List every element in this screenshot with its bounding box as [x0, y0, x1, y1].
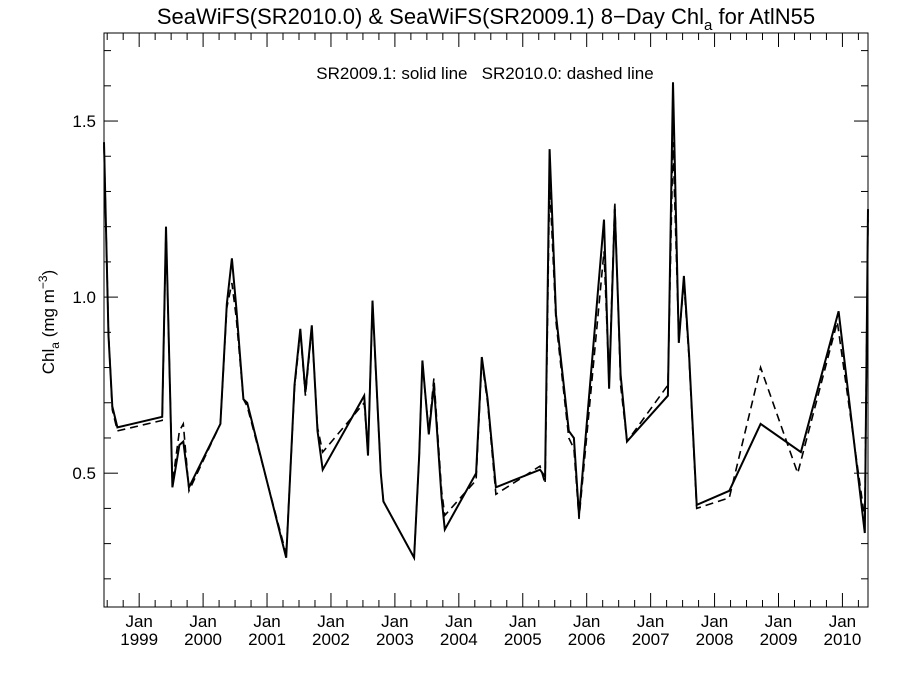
x-tick-label-year: 2005: [504, 630, 542, 649]
x-tick-label-month: Jan: [381, 612, 408, 631]
y-axis-label: Chla (mg m−3): [36, 270, 62, 374]
y-tick-label: 1.5: [72, 112, 96, 131]
y-axis-label-superscript: −3: [36, 275, 50, 289]
x-tick-label-month: Jan: [765, 612, 792, 631]
x-tick-label-year: 2007: [632, 630, 670, 649]
series-line-sr2009-1: [103, 82, 869, 562]
y-tick-label: 1.0: [72, 288, 96, 307]
x-tick-label-month: Jan: [253, 612, 280, 631]
x-tick-label-year: 2008: [696, 630, 734, 649]
x-tick-label-year: 1999: [120, 630, 158, 649]
x-tick-label-month: Jan: [445, 612, 472, 631]
x-tick-label-year: 2010: [824, 630, 862, 649]
x-tick-label-year: 2000: [184, 630, 222, 649]
x-tick-label-month: Jan: [573, 612, 600, 631]
plot-frame: [103, 32, 869, 608]
x-axis-ticks: Jan1999Jan2000Jan2001Jan2002Jan2003Jan20…: [106, 33, 862, 649]
x-tick-label-month: Jan: [829, 612, 856, 631]
y-axis-label-unit-suffix: ): [39, 270, 58, 276]
chart-title-suffix: for AtlN55: [712, 4, 815, 29]
chart-title-subscript: a: [704, 17, 713, 34]
y-axis-label-unit-prefix: (mg m: [39, 289, 58, 342]
chart-title-prefix: SeaWiFS(SR2010.0) & SeaWiFS(SR2009.1) 8−…: [157, 4, 704, 29]
x-tick-label-year: 2006: [568, 630, 606, 649]
x-tick-label-month: Jan: [189, 612, 216, 631]
y-tick-label: 0.5: [72, 464, 96, 483]
plot-border: [103, 32, 869, 608]
x-tick-label-year: 2009: [760, 630, 798, 649]
x-tick-label-month: Jan: [637, 612, 664, 631]
x-tick-label-year: 2002: [312, 630, 350, 649]
y-axis-ticks: 0.5 1.0 1.5: [72, 50, 868, 580]
x-tick-label-month: Jan: [317, 612, 344, 631]
x-tick-label-year: 2004: [440, 630, 478, 649]
legend-note: SR2009.1: solid line SR2010.0: dashed li…: [316, 64, 653, 83]
y-axis-label-prefix: Chl: [39, 349, 58, 375]
x-tick-label-month: Jan: [125, 612, 152, 631]
chart-title: SeaWiFS(SR2010.0) & SeaWiFS(SR2009.1) 8−…: [157, 4, 815, 34]
x-tick-label-year: 2001: [248, 630, 286, 649]
x-tick-label-year: 2003: [376, 630, 414, 649]
series-layer: [103, 82, 869, 562]
y-axis-label-subscript: a: [48, 342, 62, 349]
x-tick-label-month: Jan: [701, 612, 728, 631]
series-line-sr2010-0: [103, 142, 869, 561]
x-tick-label-month: Jan: [509, 612, 536, 631]
